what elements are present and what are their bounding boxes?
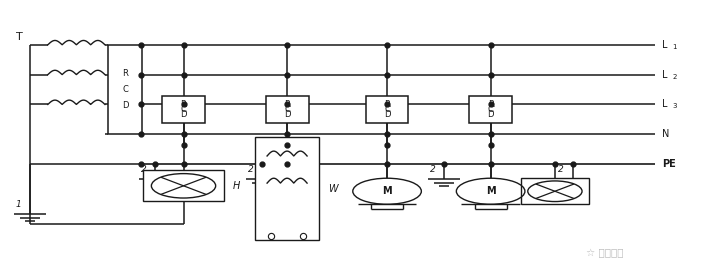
Text: 2: 2	[430, 165, 436, 174]
Text: W: W	[328, 184, 338, 193]
Bar	[521, 178, 589, 204]
Text: C: C	[122, 85, 128, 94]
Bar	[266, 96, 308, 124]
Text: R: R	[488, 101, 493, 110]
Text: M: M	[486, 186, 495, 196]
Bar	[162, 96, 205, 124]
Text: H: H	[233, 181, 240, 191]
Text: M: M	[382, 186, 392, 196]
Text: C: C	[488, 105, 493, 114]
Text: PE: PE	[662, 159, 676, 169]
Text: 2: 2	[141, 165, 146, 174]
Text: 2: 2	[248, 165, 254, 174]
Bar	[366, 96, 409, 124]
Text: 3: 3	[672, 103, 677, 109]
Bar	[143, 170, 224, 201]
Text: L: L	[662, 70, 668, 80]
Text: N: N	[662, 129, 670, 139]
Text: R: R	[384, 101, 390, 110]
Text: C: C	[284, 105, 290, 114]
Text: L: L	[662, 99, 668, 109]
Text: C: C	[384, 105, 390, 114]
Text: L: L	[662, 40, 668, 50]
Text: R: R	[181, 101, 186, 110]
Text: 2: 2	[672, 73, 676, 79]
Text: 1: 1	[672, 44, 677, 50]
Text: D: D	[284, 110, 290, 119]
Bar	[255, 137, 319, 240]
Text: T: T	[16, 32, 23, 42]
Text: 2: 2	[559, 165, 564, 174]
Text: 1: 1	[16, 200, 22, 209]
Text: D: D	[180, 110, 186, 119]
Bar	[108, 45, 142, 134]
Text: R: R	[284, 101, 290, 110]
Text: D: D	[384, 110, 390, 119]
Bar	[469, 96, 512, 124]
Text: D: D	[122, 101, 128, 110]
Text: D: D	[488, 110, 494, 119]
Text: ☆ 电工之家: ☆ 电工之家	[587, 249, 624, 259]
Text: R: R	[122, 69, 128, 78]
Text: C: C	[181, 105, 186, 114]
